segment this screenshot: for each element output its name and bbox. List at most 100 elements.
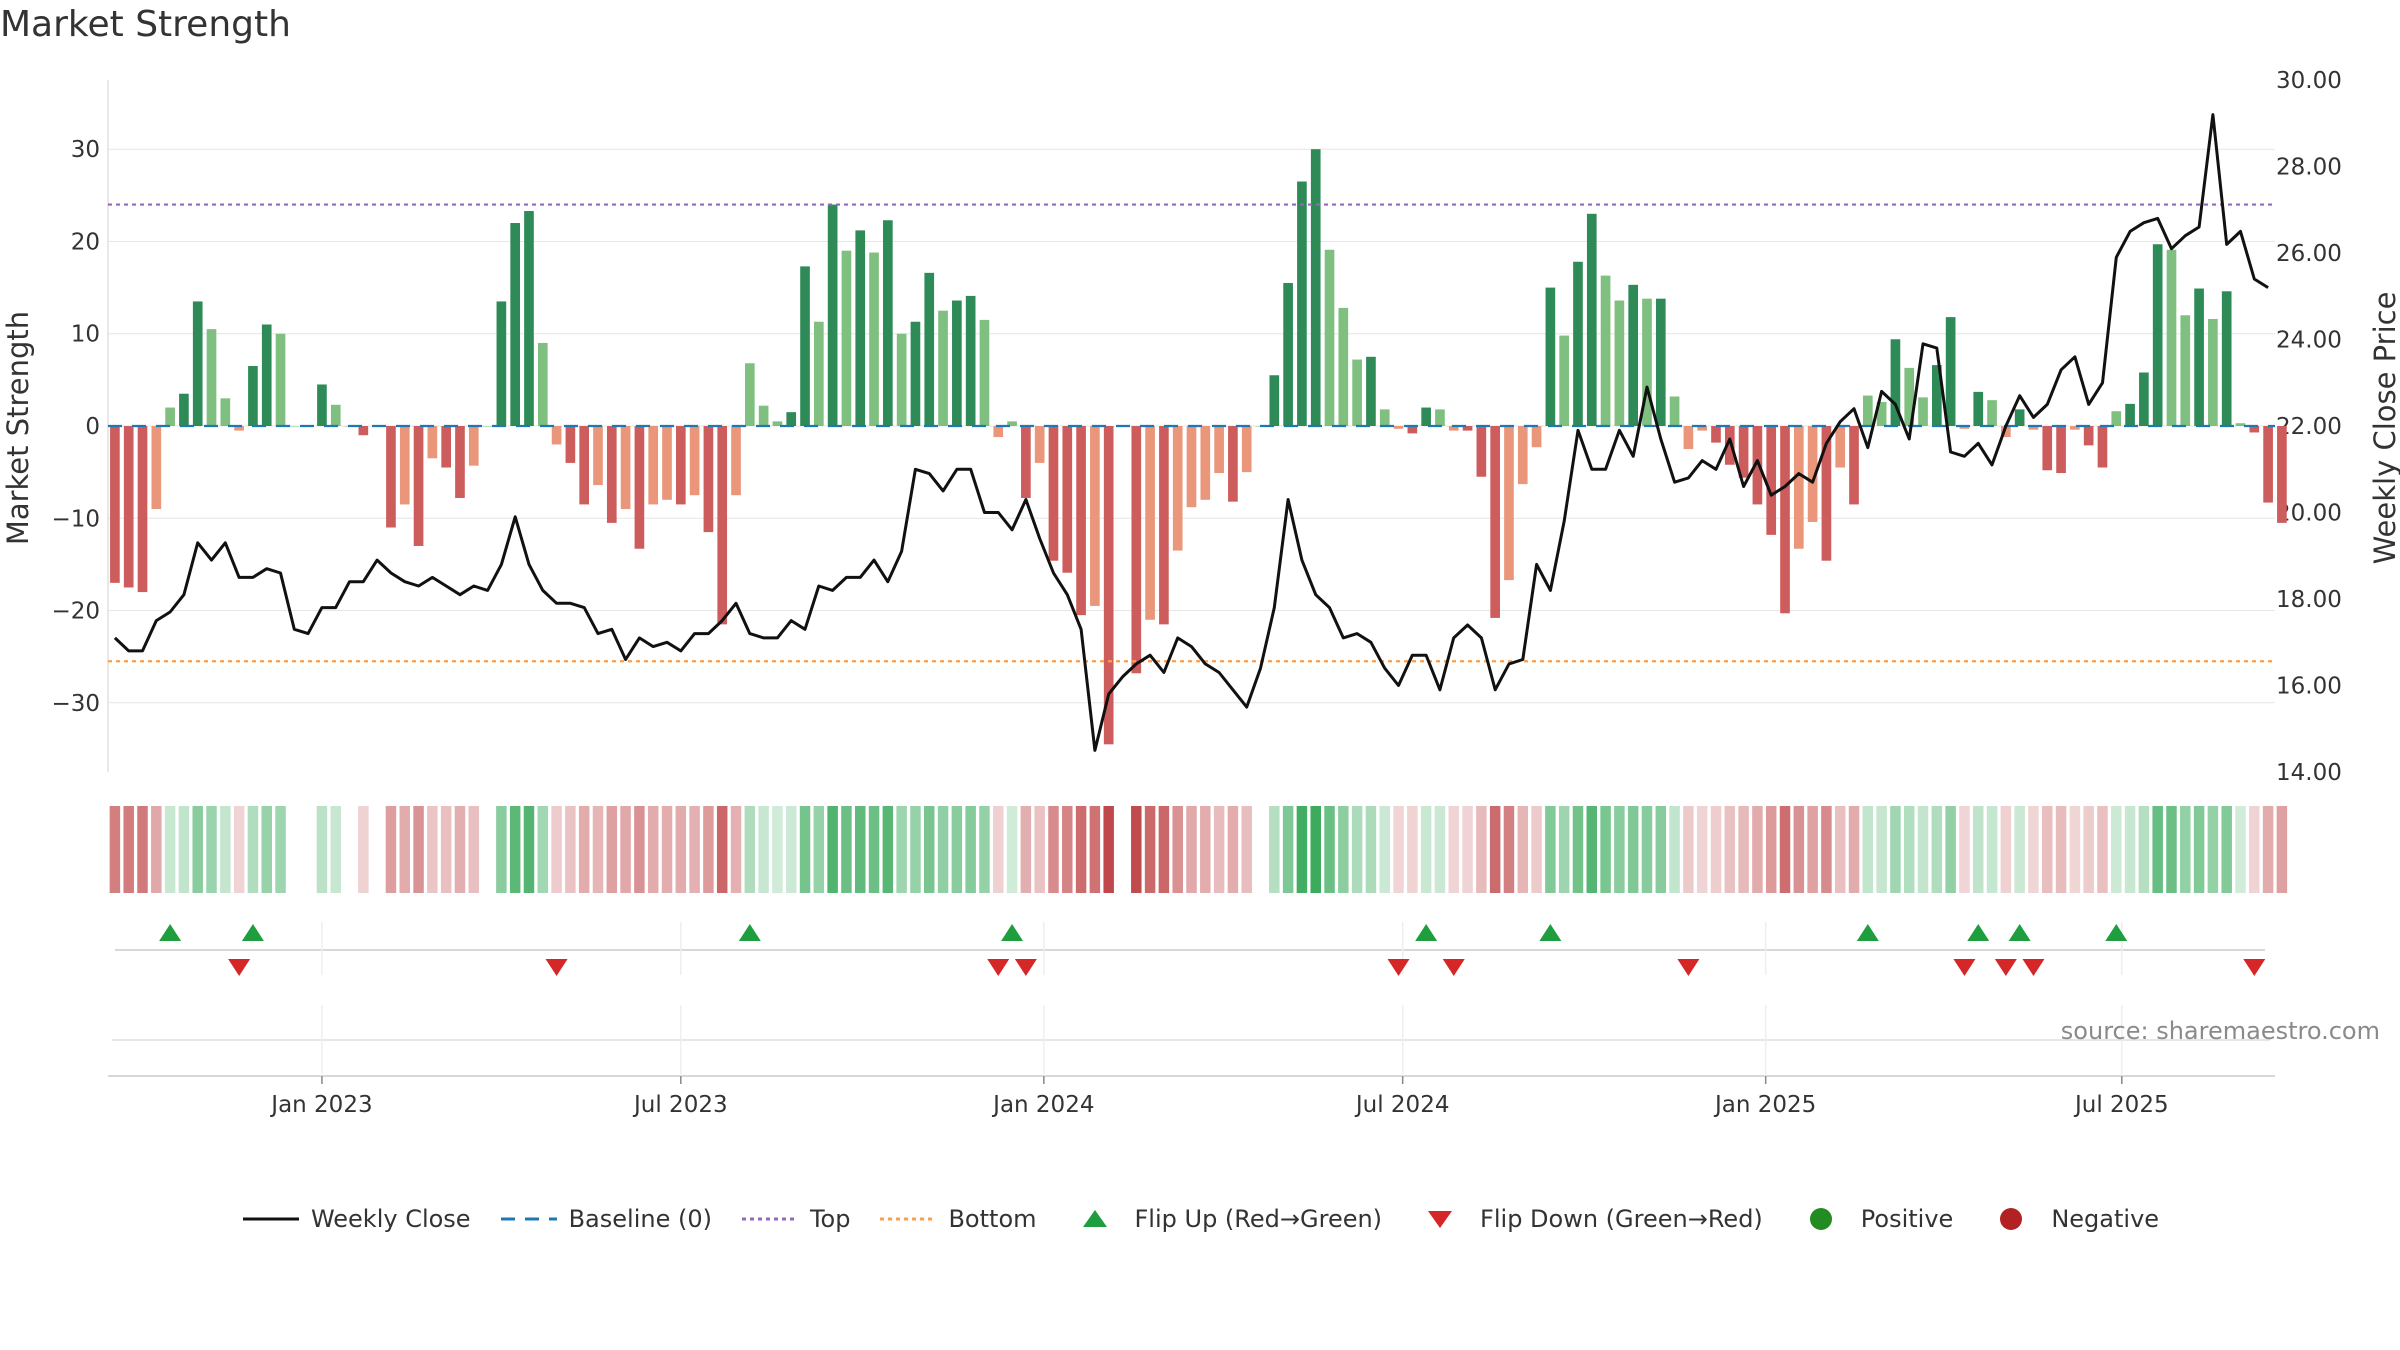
strength-bar: [386, 426, 396, 528]
heat-cell: [965, 806, 976, 893]
strength-bar: [1021, 426, 1031, 498]
strength-bar: [965, 295, 976, 426]
heat-cell: [1213, 806, 1225, 893]
y-right-tick-label: 28.00: [2276, 155, 2342, 181]
heat-cell: [827, 806, 838, 893]
heat-cell: [427, 806, 438, 893]
legend-item: Flip Up (Red→Green): [1065, 1205, 1383, 1233]
strength-bar: [358, 426, 369, 436]
heat-cell: [1558, 806, 1570, 893]
heat-cell: [1683, 806, 1694, 893]
heat-cell: [1862, 806, 1874, 893]
line-dashed-icon: [500, 1217, 557, 1221]
heat-cell: [2111, 806, 2122, 893]
strength-bar: [1366, 356, 1376, 426]
weekly-close-line: [113, 113, 2269, 752]
heat-cell: [1710, 806, 1722, 893]
legend-item: Weekly Close: [241, 1205, 471, 1233]
strength-bar: [137, 426, 148, 593]
strength-bar: [1352, 359, 1362, 426]
strength-bar: [1448, 426, 1459, 431]
strength-bar: [883, 220, 893, 426]
flip-down-marker: [1994, 959, 2017, 976]
heat-cell: [1572, 806, 1584, 893]
heat-cell: [1476, 806, 1487, 893]
strength-bar: [1738, 426, 1749, 478]
source-label: source: sharemaestro.com: [2061, 1017, 2380, 1045]
heat-cell: [1448, 806, 1459, 893]
heat-cell: [1034, 806, 1045, 893]
heat-cell: [164, 806, 176, 893]
heat-cell: [1420, 806, 1432, 893]
heat-cell: [1393, 806, 1404, 893]
heat-cell: [1103, 806, 1114, 893]
heat-cell: [1890, 806, 1901, 893]
strength-bar: [2221, 291, 2232, 426]
strength-bar: [1932, 365, 1942, 426]
strength-bar: [979, 319, 990, 426]
strength-bar: [1890, 339, 1901, 426]
strength-bar: [1517, 426, 1528, 485]
heat-cell: [1986, 806, 1998, 893]
strength-bar: [2166, 249, 2177, 426]
heat-cell: [592, 806, 604, 893]
heat-cell: [1434, 806, 1446, 893]
heat-cell: [1641, 806, 1653, 893]
heat-cell: [2042, 806, 2053, 893]
strength-bar: [179, 393, 189, 426]
strength-bar: [1103, 426, 1114, 745]
strength-bar: [2208, 318, 2218, 426]
legend-label: Negative: [2051, 1205, 2160, 1233]
heat-cell: [993, 806, 1004, 893]
strength-bar: [220, 398, 231, 426]
heat-cell: [1144, 806, 1156, 893]
strength-bar: [1034, 426, 1045, 463]
triangle-up-icon: [1082, 1210, 1107, 1227]
x-tick-label: Jul 2025: [2073, 1092, 2169, 1118]
strength-bar: [413, 426, 424, 546]
y-right-tick-label: 16.00: [2276, 674, 2342, 700]
heat-cell: [979, 806, 990, 893]
heat-cell: [1917, 806, 1929, 893]
legend-item: Bottom: [878, 1205, 1037, 1233]
heat-cell: [137, 806, 148, 893]
legend-label: Flip Up (Red→Green): [1134, 1205, 1383, 1233]
heat-cell: [910, 806, 921, 893]
heat-cell: [1200, 806, 1211, 893]
heat-cell: [703, 806, 714, 893]
strength-bar: [1945, 317, 1956, 426]
strength-bar: [1062, 426, 1073, 573]
strength-bar: [524, 211, 534, 426]
heat-cell: [1503, 806, 1515, 893]
flip-down-marker: [1387, 959, 1410, 976]
strength-bar: [1310, 149, 1321, 426]
strength-bar: [1683, 426, 1694, 450]
x-tick-label: Jul 2024: [1354, 1092, 1450, 1118]
triangle-down-icon: [1428, 1211, 1453, 1228]
heat-cell: [468, 806, 480, 893]
strength-bar: [2139, 372, 2149, 426]
strength-bar: [482, 426, 493, 427]
heat-cell: [1834, 806, 1846, 893]
heat-cell: [178, 806, 190, 893]
strength-bar: [1007, 421, 1017, 426]
strength-bar: [1214, 426, 1224, 474]
strength-bar: [1959, 426, 1970, 429]
y-right-tick-label: 18.00: [2276, 587, 2342, 613]
heat-cell: [1227, 806, 1239, 893]
heat-cell: [2138, 806, 2150, 893]
strength-bar: [510, 223, 521, 426]
heat-cell: [440, 806, 452, 893]
strength-bar: [468, 426, 479, 466]
heat-cell: [730, 806, 742, 893]
y-left-tick-label: −30: [51, 691, 100, 717]
strength-bar: [192, 301, 203, 426]
strength-bar: [1642, 298, 1652, 426]
heat-cell: [2097, 806, 2108, 893]
strength-bar: [2125, 403, 2135, 426]
flip-up-marker: [241, 924, 264, 941]
strength-bar: [896, 333, 907, 426]
legend-item: Flip Down (Green→Red): [1410, 1205, 1763, 1233]
strength-bar: [2083, 426, 2094, 446]
heat-cell: [1020, 806, 1032, 893]
